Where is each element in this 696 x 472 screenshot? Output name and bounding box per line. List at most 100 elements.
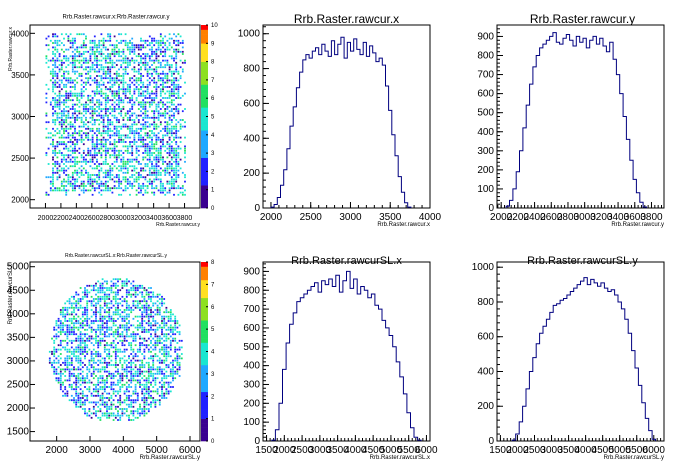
heatmap-cell: [142, 176, 145, 179]
heatmap-cell: [89, 94, 92, 97]
heatmap-cell: [108, 306, 111, 309]
heatmap-cell: [97, 353, 100, 355]
heatmap-cell: [133, 68, 136, 71]
heatmap-cell: [88, 388, 91, 391]
heatmap-cell: [67, 141, 70, 143]
heatmap-cell: [112, 388, 115, 391]
heatmap-cell: [69, 99, 72, 102]
heatmap-cell: [70, 361, 73, 364]
heatmap-cell: [144, 191, 147, 194]
heatmap-cell: [175, 165, 178, 168]
heatmap-cell: [114, 359, 117, 362]
heatmap-cell: [151, 167, 153, 170]
heatmap-cell: [128, 386, 130, 388]
heatmap-cell: [166, 77, 169, 80]
heatmap-cell: [113, 97, 116, 99]
heatmap-cell: [97, 392, 100, 395]
heatmap-cell: [125, 333, 128, 336]
heatmap-cell: [123, 390, 126, 393]
heatmap-cell: [82, 68, 85, 71]
heatmap-cell: [137, 64, 140, 66]
heatmap-cell: [60, 169, 63, 172]
heatmap-cell: [64, 364, 67, 366]
heatmap-cell: [131, 59, 134, 62]
heatmap-cell: [132, 377, 135, 380]
heatmap-cell: [133, 169, 136, 172]
heatmap-cell: [154, 377, 157, 380]
heatmap-cell: [82, 152, 85, 154]
heatmap-cell: [128, 397, 130, 399]
heatmap-cell: [87, 50, 90, 53]
heatmap-cell: [79, 361, 82, 364]
heatmap-cell: [158, 366, 161, 369]
heatmap-cell: [99, 375, 102, 377]
heatmap-cell: [137, 178, 140, 181]
heatmap-cell: [58, 55, 61, 58]
heatmap-cell: [130, 282, 133, 285]
heatmap-cell: [133, 92, 136, 95]
heatmap-cell: [184, 193, 186, 196]
heatmap-cell: [79, 298, 82, 300]
heatmap-cell: [53, 355, 56, 358]
heatmap-cell: [129, 99, 131, 102]
heatmap-cell: [151, 138, 153, 141]
heatmap-cell: [100, 138, 103, 141]
heatmap-cell: [136, 408, 139, 410]
heatmap-cell: [170, 83, 173, 86]
heatmap-cell: [150, 383, 152, 386]
heatmap-cell: [111, 99, 114, 102]
heatmap-cell: [54, 105, 57, 108]
y-tick-label: 0: [488, 436, 494, 447]
heatmap-cell: [52, 121, 54, 124]
heatmap-cell: [70, 331, 73, 333]
heatmap-cell: [77, 306, 80, 309]
color-bar-segment: [201, 185, 208, 190]
heatmap-cell: [137, 191, 140, 194]
heatmap-cell: [135, 189, 138, 192]
heatmap-cell: [93, 55, 96, 58]
heatmap-cell: [168, 48, 171, 51]
heatmap-cell: [87, 77, 90, 80]
heatmap-cell: [122, 123, 125, 126]
heatmap-cell: [69, 61, 72, 64]
heatmap-cell: [69, 141, 72, 143]
heatmap-cell: [73, 306, 75, 309]
heatmap-cell: [135, 147, 138, 150]
heatmap-cell: [166, 143, 169, 146]
heatmap-cell: [64, 361, 67, 364]
heatmap-cell: [47, 48, 50, 51]
heatmap-cell: [49, 103, 52, 106]
heatmap-cell: [129, 152, 131, 154]
heatmap-cell: [135, 193, 138, 196]
heatmap-cell: [85, 101, 87, 104]
heatmap-cell: [125, 309, 128, 311]
heatmap-cell: [88, 401, 91, 404]
heatmap-cell: [166, 64, 169, 66]
heatmap-cell: [175, 110, 178, 113]
color-bar-segment: [201, 293, 208, 299]
heatmap-cell: [178, 366, 181, 369]
heatmap-cell: [165, 337, 168, 340]
x-axis-label: Rrb.Raster.rawcurSL.x: [370, 455, 430, 461]
heatmap-cell: [85, 66, 87, 69]
heatmap-cell: [118, 125, 120, 128]
heatmap-cell: [79, 359, 82, 362]
heatmap-cell: [64, 339, 67, 342]
heatmap-cell: [57, 317, 60, 320]
heatmap-cell: [117, 355, 119, 358]
heatmap-cell: [52, 180, 54, 183]
heatmap-cell: [158, 372, 161, 375]
heatmap-cell: [113, 110, 116, 113]
heatmap-cell: [164, 130, 167, 132]
heatmap-cell: [75, 388, 78, 391]
heatmap-cell: [169, 355, 172, 358]
heatmap-cell: [71, 81, 74, 84]
heatmap-cell: [145, 344, 148, 347]
heatmap-cell: [184, 108, 186, 110]
heatmap-cell: [70, 320, 73, 322]
heatmap-cell: [91, 130, 94, 132]
heatmap-cell: [120, 42, 123, 44]
heatmap-cell: [175, 119, 178, 121]
heatmap-cell: [112, 324, 115, 327]
heatmap-cell: [137, 61, 140, 64]
